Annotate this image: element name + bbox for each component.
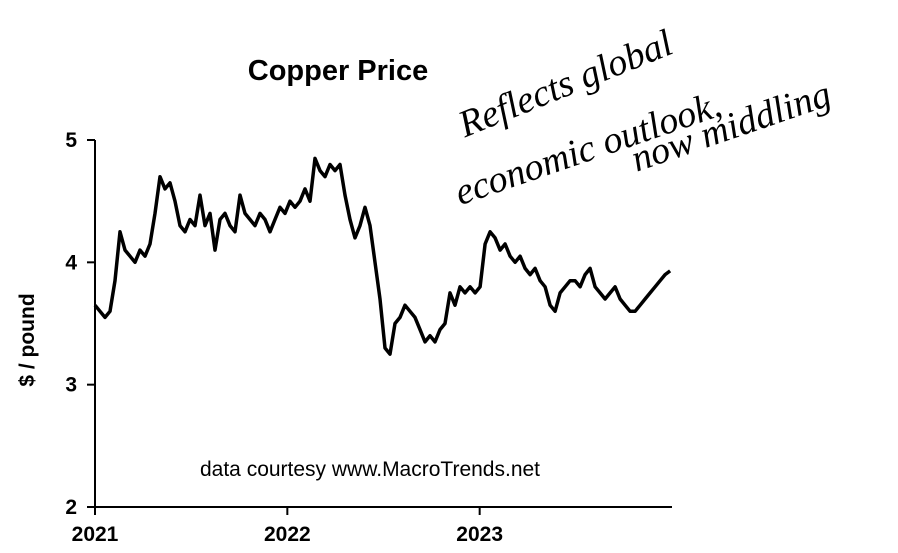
y-tick-label: 3 [65,374,77,397]
price-line [93,156,672,356]
y-axis-label: $ / pound [16,293,39,386]
y-tick-label: 4 [65,251,77,274]
chart-title: Copper Price [248,55,429,87]
x-tick-label: 2023 [456,523,503,546]
y-tick-label: 2 [65,496,77,519]
x-tick-label: 2022 [264,523,311,546]
x-tick-label: 2021 [72,523,119,546]
source-note: data courtesy www.MacroTrends.net [200,458,540,481]
y-tick-label: 5 [65,129,77,152]
